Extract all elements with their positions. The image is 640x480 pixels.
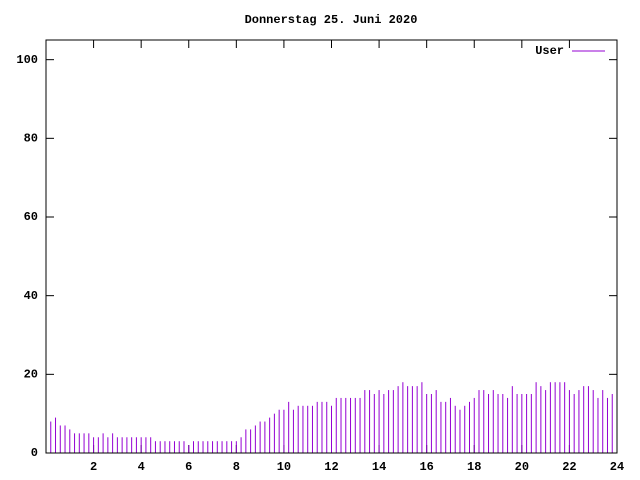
x-tick-label: 2: [90, 460, 97, 474]
x-tick-label: 14: [372, 460, 386, 474]
y-tick-label: 0: [31, 446, 38, 460]
x-tick-label: 24: [610, 460, 624, 474]
y-tick-label: 80: [24, 132, 38, 146]
y-tick-label: 100: [16, 53, 38, 67]
x-tick-label: 4: [138, 460, 145, 474]
x-tick-label: 12: [324, 460, 338, 474]
x-tick-label: 22: [562, 460, 576, 474]
y-tick-label: 20: [24, 368, 38, 382]
chart-title: Donnerstag 25. Juni 2020: [245, 13, 418, 27]
x-tick-label: 18: [467, 460, 481, 474]
y-tick-label: 60: [24, 210, 38, 224]
legend-label: User: [535, 44, 564, 58]
x-tick-label: 6: [185, 460, 192, 474]
x-tick-label: 8: [233, 460, 240, 474]
y-tick-label: 40: [24, 289, 38, 303]
x-tick-label: 10: [277, 460, 291, 474]
x-tick-label: 20: [515, 460, 529, 474]
x-tick-label: 16: [419, 460, 433, 474]
plot-border: [45, 39, 618, 454]
